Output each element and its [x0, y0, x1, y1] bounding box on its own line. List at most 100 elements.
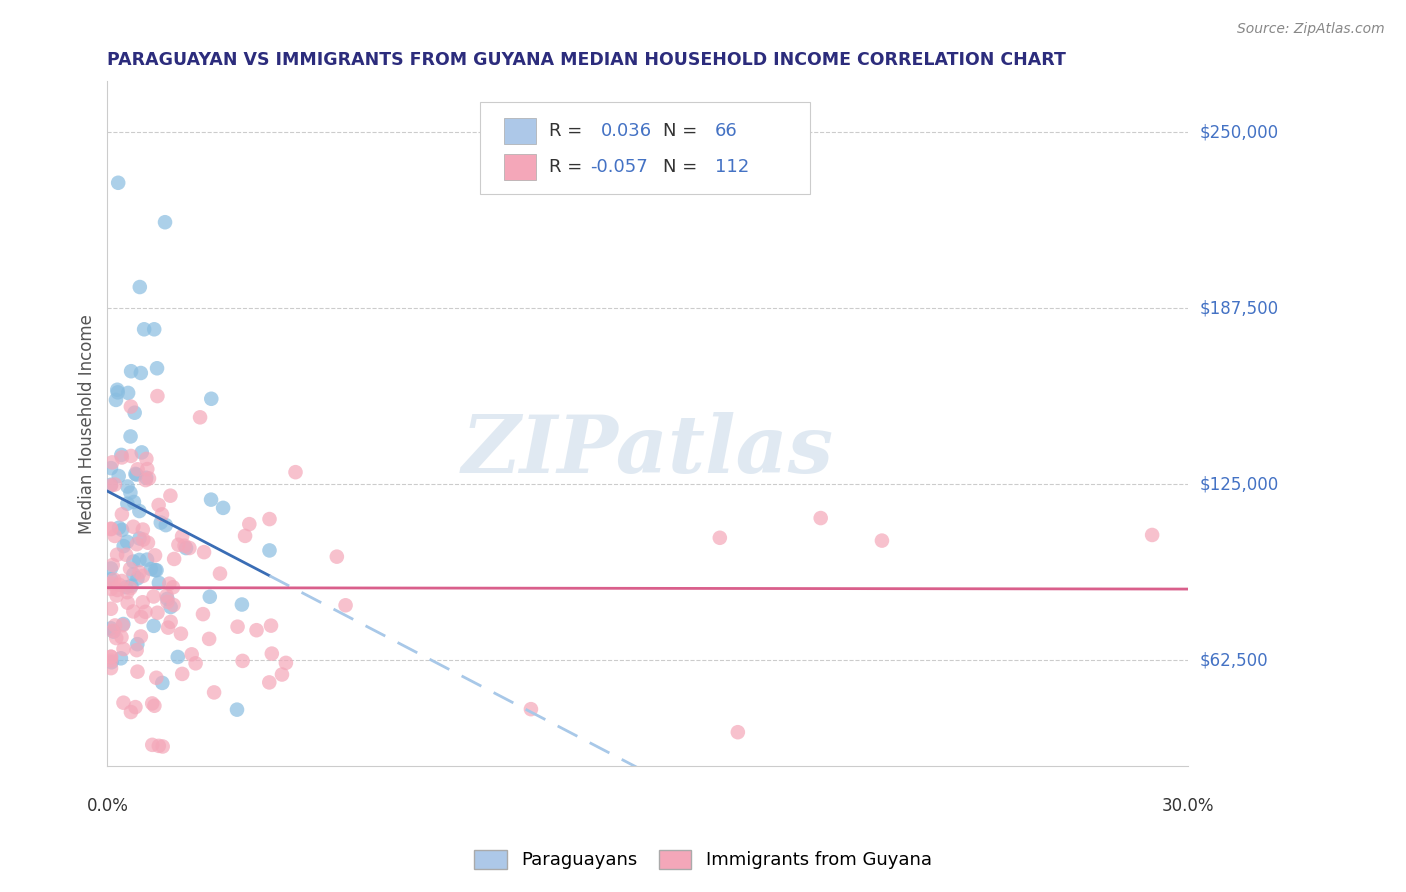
Point [127, 665, 149, 679]
Legend: Paraguayans, Immigrants from Guyana: Paraguayans, Immigrants from Guyana [465, 841, 941, 879]
Point [105, 631, 128, 645]
Text: 0.036: 0.036 [602, 122, 652, 140]
Point [100, 576, 122, 591]
Point [120, 582, 142, 596]
Point [128, 280, 150, 294]
Point [260, 647, 283, 661]
Point [122, 495, 145, 509]
Point [143, 698, 166, 713]
Text: 112: 112 [714, 158, 749, 176]
Point [120, 449, 142, 463]
Point [103, 573, 125, 587]
Text: N =: N = [662, 158, 697, 176]
Point [111, 450, 134, 465]
Point [157, 576, 180, 591]
Point [122, 555, 145, 569]
Point [149, 516, 172, 530]
Point [259, 543, 281, 558]
Point [156, 589, 179, 603]
Point [128, 553, 150, 567]
Point [153, 215, 176, 229]
Point [103, 624, 125, 639]
Point [112, 617, 135, 632]
Point [202, 685, 225, 699]
Point [100, 522, 122, 536]
Point [100, 621, 122, 635]
Point [260, 618, 283, 632]
Point [226, 620, 249, 634]
Point [108, 578, 131, 592]
Point [104, 618, 127, 632]
Point [125, 643, 148, 657]
Point [100, 561, 122, 575]
Point [170, 626, 193, 640]
Point [132, 569, 155, 583]
Point [326, 549, 349, 564]
Point [143, 563, 166, 577]
Point [172, 529, 194, 543]
Point [179, 541, 201, 555]
Point [727, 725, 749, 739]
Point [184, 657, 207, 671]
Point [136, 535, 159, 549]
Point [120, 429, 142, 443]
Point [159, 489, 181, 503]
Point [212, 500, 235, 515]
Text: ZIPatlas: ZIPatlas [461, 412, 834, 490]
Point [122, 604, 145, 618]
Point [259, 675, 281, 690]
Point [128, 532, 150, 546]
Point [200, 492, 222, 507]
Point [162, 580, 184, 594]
Point [200, 392, 222, 406]
Point [142, 590, 165, 604]
Point [115, 534, 138, 549]
Point [155, 518, 177, 533]
Point [135, 471, 157, 485]
Point [100, 661, 122, 675]
Point [100, 572, 122, 586]
Text: PARAGUAYAN VS IMMIGRANTS FROM GUYANA MEDIAN HOUSEHOLD INCOME CORRELATION CHART: PARAGUAYAN VS IMMIGRANTS FROM GUYANA MED… [107, 51, 1066, 69]
Point [141, 697, 163, 711]
Point [131, 595, 153, 609]
Point [111, 523, 134, 537]
Point [1140, 528, 1163, 542]
Point [180, 648, 202, 662]
Point [870, 533, 893, 548]
Point [104, 477, 127, 491]
Point [159, 615, 181, 629]
Point [145, 671, 167, 685]
Point [148, 575, 170, 590]
Text: $250,000: $250,000 [1199, 123, 1278, 141]
Point [104, 392, 127, 407]
Point [107, 385, 129, 400]
Point [120, 400, 142, 414]
Point [131, 445, 153, 459]
Point [112, 642, 135, 657]
Point [274, 656, 297, 670]
Point [148, 498, 170, 512]
Point [233, 529, 256, 543]
Point [115, 548, 138, 562]
FancyBboxPatch shape [481, 102, 810, 194]
Point [122, 567, 145, 582]
Point [335, 599, 357, 613]
Point [110, 651, 132, 665]
Point [136, 462, 159, 476]
Point [132, 523, 155, 537]
Point [100, 478, 122, 492]
Text: $187,500: $187,500 [1199, 299, 1278, 318]
Point [174, 541, 197, 555]
Point [117, 385, 139, 400]
Point [100, 654, 122, 668]
Point [709, 531, 731, 545]
Point [127, 462, 149, 476]
Point [238, 517, 260, 532]
Text: Source: ZipAtlas.com: Source: ZipAtlas.com [1237, 22, 1385, 37]
Point [100, 461, 122, 475]
Point [173, 539, 195, 553]
Point [128, 504, 150, 518]
Point [132, 533, 155, 547]
Point [117, 479, 139, 493]
Point [146, 389, 169, 403]
